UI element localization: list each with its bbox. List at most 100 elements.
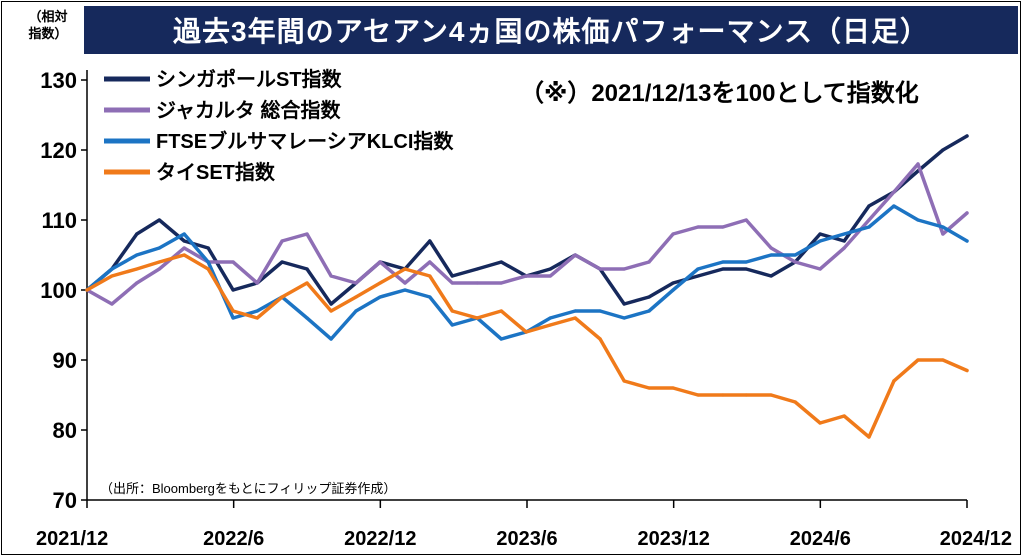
series-lines	[85, 134, 969, 439]
chart-title-banner: 過去3年間のアセアン4ヵ国の株価パフォーマンス（日足）	[84, 6, 1018, 54]
series-2-point	[329, 274, 333, 278]
y-axis-unit-label: （相対 指数）	[18, 8, 78, 42]
series-1-point	[475, 267, 479, 271]
series-1-point	[941, 148, 945, 152]
series-2-point	[548, 274, 552, 278]
series-1-point	[135, 232, 139, 236]
series-1-point	[769, 274, 773, 278]
series-3-point	[647, 309, 651, 313]
series-4-point	[548, 323, 552, 327]
series-3-point	[255, 309, 259, 313]
series-1-point	[305, 267, 309, 271]
y-tick-label: 110	[42, 208, 78, 233]
series-2-point	[744, 218, 748, 222]
series-4-point	[598, 337, 602, 341]
series-3-point	[157, 246, 161, 250]
series-1-point	[671, 281, 675, 285]
series-1-point	[206, 246, 210, 250]
series-1-point	[965, 134, 969, 138]
series-1-point	[867, 204, 871, 208]
series-3-point	[818, 239, 822, 243]
series-line-3	[85, 204, 969, 341]
series-2-point	[867, 218, 871, 222]
series-1-point	[622, 302, 626, 306]
series-3-point	[135, 253, 139, 257]
series-3-point	[671, 288, 675, 292]
series-3-point	[403, 288, 407, 292]
series-3-point	[548, 316, 552, 320]
series-2-point	[110, 302, 114, 306]
series-3-point	[842, 232, 846, 236]
series-2-point	[818, 267, 822, 271]
series-2-point	[573, 253, 577, 257]
series-2-point	[598, 267, 602, 271]
series-4-point	[867, 435, 871, 439]
series-2-point	[622, 267, 626, 271]
series-4-point	[941, 358, 945, 362]
series-4-point	[892, 379, 896, 383]
series-1-point	[428, 239, 432, 243]
series-2-point	[280, 239, 284, 243]
series-4-point	[744, 393, 748, 397]
series-2-point	[354, 281, 358, 285]
series-3-point	[231, 316, 235, 320]
y-tick-label: 120	[40, 138, 77, 163]
series-3-point	[378, 295, 382, 299]
chart-title: 過去3年間のアセアン4ヵ国の株価パフォーマンス（日足）	[173, 16, 929, 47]
series-1-point	[450, 274, 454, 278]
series-2-point	[231, 260, 235, 264]
series-1-point	[231, 288, 235, 292]
series-2-point	[378, 260, 382, 264]
series-2-point	[475, 281, 479, 285]
series-4-point	[255, 316, 259, 320]
series-3-point	[744, 260, 748, 264]
series-4-point	[965, 368, 969, 373]
series-4-point	[280, 295, 284, 299]
series-1-point	[182, 239, 186, 243]
series-3-point	[622, 316, 626, 320]
x-tick-label: 2024/6	[790, 528, 851, 550]
series-4-point	[842, 414, 846, 418]
series-2-point	[916, 162, 920, 166]
x-tick-label: 2021/12	[36, 528, 108, 550]
series-2-point	[450, 281, 454, 285]
series-3-point	[598, 309, 602, 313]
series-4-point	[329, 309, 333, 313]
series-4-point	[721, 393, 725, 397]
y-axis-unit-line-2: 指数）	[28, 26, 68, 41]
series-4-point	[818, 421, 822, 425]
source-note: （出所：Bloombergをもとにフィリップ証券作成）	[100, 481, 396, 496]
series-4-point	[793, 400, 797, 404]
series-1-point	[329, 302, 333, 306]
series-4-point	[671, 386, 675, 390]
series-3-point	[329, 337, 333, 341]
y-tick-label: 90	[53, 348, 77, 373]
series-3-point	[305, 316, 309, 320]
series-4-point	[916, 358, 920, 362]
chart-note: （※）2021/12/13を100として指数化	[520, 79, 919, 107]
series-3-point	[206, 260, 210, 264]
series-4-point	[524, 330, 528, 334]
series-3-point	[721, 260, 725, 264]
series-4-point	[231, 309, 235, 313]
y-tick-label: 130	[40, 68, 77, 93]
series-3-point	[573, 309, 577, 313]
series-3-point	[182, 232, 186, 236]
series-2-point	[793, 260, 797, 264]
series-3-point	[450, 323, 454, 327]
y-tick-label: 70	[53, 488, 77, 513]
x-tick-label: 2024/12	[940, 528, 1012, 550]
series-1-point	[157, 218, 161, 222]
series-3-point	[110, 267, 114, 271]
series-3-point	[916, 218, 920, 222]
series-2-point	[157, 267, 161, 271]
series-1-point	[280, 260, 284, 264]
series-4-point	[378, 281, 382, 285]
series-2-point	[305, 232, 309, 236]
x-tick-label: 2022/6	[203, 528, 264, 550]
x-tick-label: 2022/12	[344, 528, 416, 550]
series-2-point	[135, 281, 139, 285]
series-3-point	[867, 225, 871, 229]
